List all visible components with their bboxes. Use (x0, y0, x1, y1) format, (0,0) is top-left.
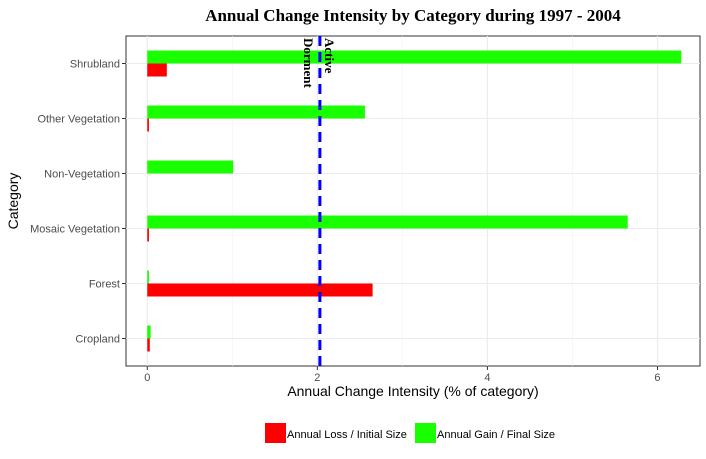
x-tick-label: 4 (484, 372, 490, 384)
bar-gain (147, 105, 365, 119)
plot-panel (125, 35, 701, 367)
bar-gain (147, 160, 234, 174)
annotation-active: Active (322, 38, 337, 74)
bar-gain (147, 50, 682, 64)
x-tick-label: 6 (654, 372, 660, 384)
y-tick-label: Non-Vegetation (44, 169, 120, 181)
bar-loss (147, 118, 149, 132)
legend-label-loss: Annual Loss / Initial Size (287, 429, 407, 441)
legend: Annual Loss / Initial Size Annual Gain /… (265, 423, 555, 443)
x-axis-title: Annual Change Intensity (% of category) (287, 383, 538, 399)
bar-loss (147, 338, 150, 352)
legend-label-gain: Annual Gain / Final Size (437, 429, 555, 441)
legend-swatch-loss (265, 423, 286, 443)
bar-loss (147, 63, 167, 77)
y-axis-title: Category (5, 173, 21, 230)
bar-loss (147, 283, 373, 297)
y-tick-label: Other Vegetation (37, 114, 120, 126)
x-tick-label: 2 (314, 372, 320, 384)
y-tick-label: Shrubland (70, 59, 120, 71)
y-tick-label: Mosaic Vegetation (30, 224, 120, 236)
bar-gain (147, 325, 151, 339)
legend-swatch-gain (415, 423, 436, 443)
annotation-dorment: Dorment (301, 38, 316, 88)
bars (147, 50, 682, 352)
bar-gain (147, 270, 149, 284)
y-axis-ticks: Shrubland Other Vegetation Non-Vegetation M… (30, 59, 126, 346)
bar-gain (147, 215, 628, 229)
y-tick-label: Cropland (75, 334, 120, 346)
x-axis-ticks: 0 2 4 6 (144, 366, 661, 384)
x-tick-label: 0 (144, 372, 150, 384)
y-tick-label: Forest (89, 279, 120, 291)
chart-title: Annual Change Intensity by Category duri… (205, 6, 621, 25)
bar-loss (147, 228, 149, 242)
